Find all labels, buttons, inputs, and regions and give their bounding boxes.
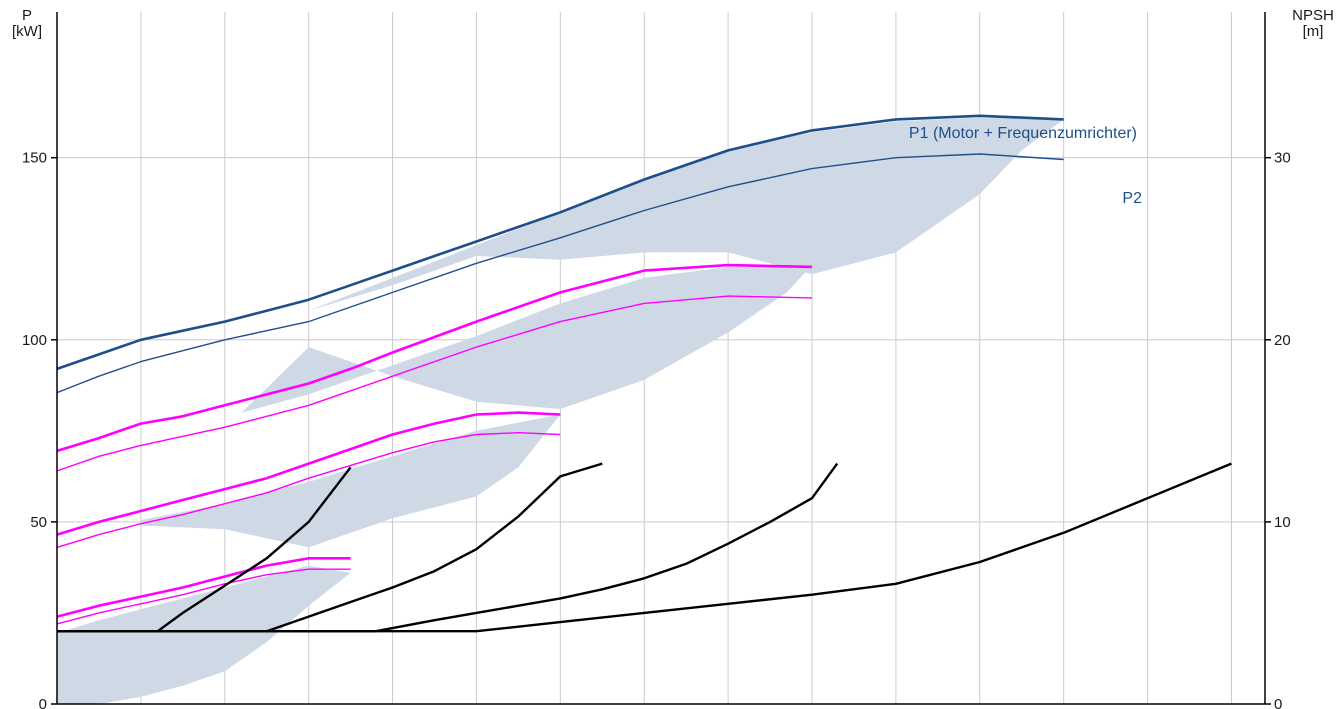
right-tick-label: 20 — [1274, 332, 1291, 349]
left-tick-label: 0 — [39, 696, 47, 709]
curve-p2-stage — [56, 568, 351, 625]
operating-band — [57, 565, 351, 704]
curve-npsh — [57, 462, 603, 633]
right-axis-title-line1: NPSH — [1292, 7, 1334, 24]
curve-p1-stage — [56, 263, 813, 453]
curve-p2-stage — [56, 295, 813, 472]
operating-band — [308, 117, 1064, 311]
curve-p1-stage — [56, 557, 351, 618]
label-p1: P1 (Motor + Frequenzumrichter) — [909, 125, 1137, 142]
operating-bands — [57, 117, 1064, 704]
right-tick-label: 10 — [1274, 514, 1291, 531]
right-tick-label: 30 — [1274, 150, 1291, 167]
curve-p1-max — [56, 114, 1064, 371]
ticks: 0 50 100 150 0 10 20 30 — [22, 150, 1291, 709]
curve-p1-stage — [56, 411, 561, 536]
curve-p2-stage — [56, 432, 561, 549]
curves — [56, 114, 1232, 633]
grid — [57, 12, 1265, 704]
curve-p2-max — [56, 153, 1064, 394]
curve-npsh — [57, 462, 1232, 633]
plot-frame — [56, 12, 1266, 705]
operating-band — [241, 265, 813, 413]
right-axis-title: NPSH [m] — [1287, 8, 1339, 40]
curve-npsh — [57, 462, 839, 633]
label-p2: P2 — [1122, 190, 1142, 207]
right-tick-label: 0 — [1274, 696, 1282, 709]
left-axis-title: P [kW] — [2, 8, 52, 40]
left-axis-title-line2: [kW] — [12, 23, 42, 40]
left-tick-label: 50 — [30, 514, 47, 531]
operating-band — [140, 414, 561, 548]
left-axis-title-line1: P — [21, 7, 32, 24]
left-tick-label: 150 — [22, 150, 47, 167]
right-axis-title-line2: [m] — [1302, 23, 1324, 40]
left-tick-label: 100 — [22, 332, 47, 349]
